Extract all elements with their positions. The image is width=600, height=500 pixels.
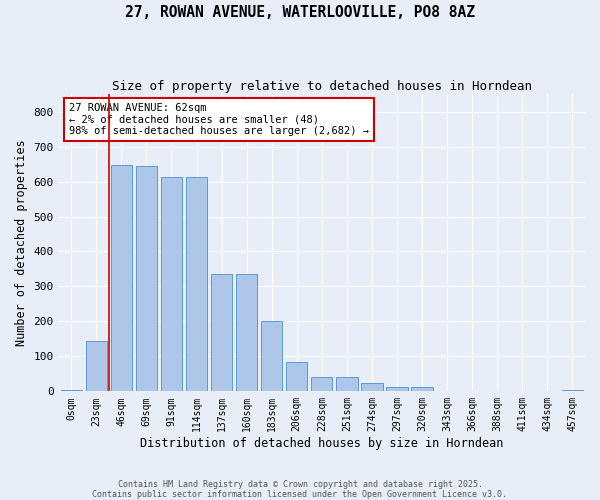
- Bar: [412, 387, 433, 392]
- Bar: [361, 382, 383, 392]
- X-axis label: Distribution of detached houses by size in Horndean: Distribution of detached houses by size …: [140, 437, 503, 450]
- Bar: [261, 322, 283, 392]
- Bar: [562, 390, 583, 392]
- Bar: [311, 376, 332, 392]
- Bar: [336, 376, 358, 392]
- Text: 27 ROWAN AVENUE: 62sqm
← 2% of detached houses are smaller (48)
98% of semi-deta: 27 ROWAN AVENUE: 62sqm ← 2% of detached …: [69, 103, 369, 136]
- Bar: [286, 362, 307, 392]
- Title: Size of property relative to detached houses in Horndean: Size of property relative to detached ho…: [112, 80, 532, 93]
- Y-axis label: Number of detached properties: Number of detached properties: [15, 140, 28, 346]
- Bar: [61, 390, 82, 392]
- Text: 27, ROWAN AVENUE, WATERLOOVILLE, PO8 8AZ: 27, ROWAN AVENUE, WATERLOOVILLE, PO8 8AZ: [125, 5, 475, 20]
- Bar: [186, 178, 207, 392]
- Bar: [211, 274, 232, 392]
- Bar: [236, 274, 257, 392]
- Bar: [161, 178, 182, 392]
- Bar: [386, 387, 407, 392]
- Bar: [136, 166, 157, 392]
- Text: Contains HM Land Registry data © Crown copyright and database right 2025.
Contai: Contains HM Land Registry data © Crown c…: [92, 480, 508, 499]
- Bar: [86, 340, 107, 392]
- Bar: [110, 165, 132, 392]
